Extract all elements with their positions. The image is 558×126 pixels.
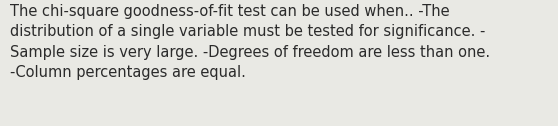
Text: The chi-square goodness-of-fit test can be used when.. -The
distribution of a si: The chi-square goodness-of-fit test can …: [10, 4, 490, 80]
